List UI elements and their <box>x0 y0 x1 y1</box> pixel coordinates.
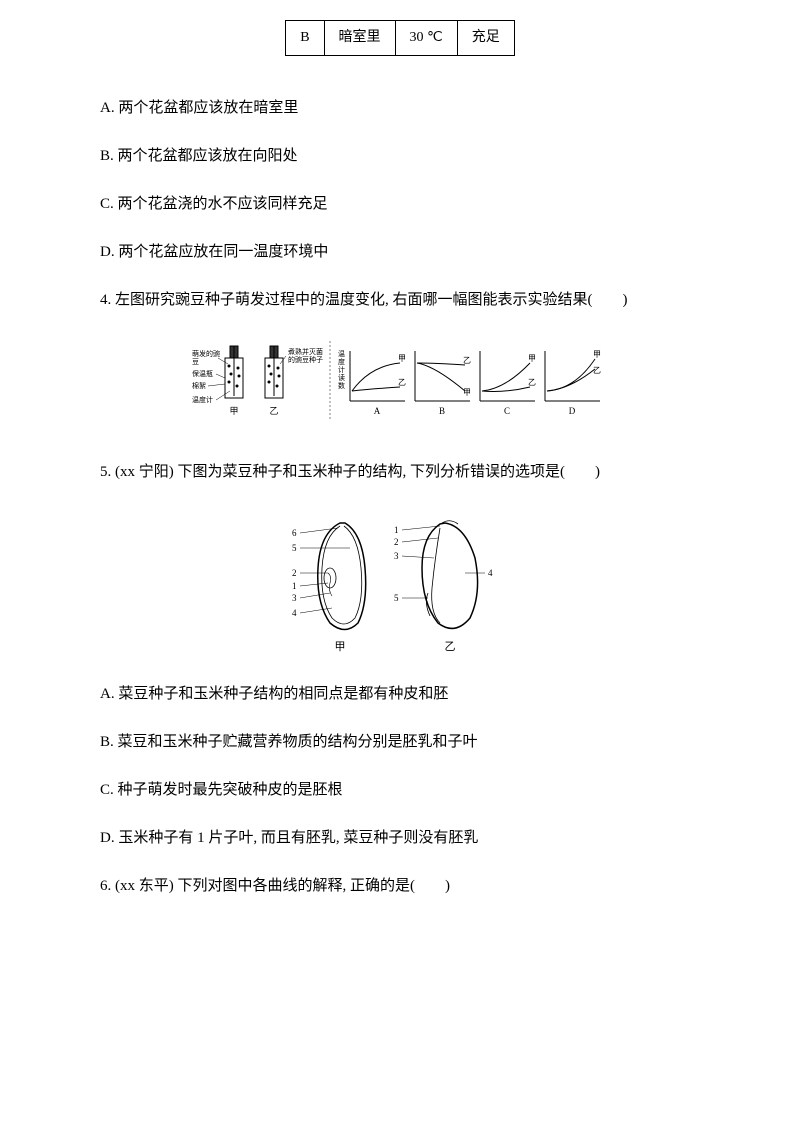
svg-text:甲: 甲 <box>463 388 471 397</box>
svg-text:3: 3 <box>292 593 297 603</box>
conditions-table: B 暗室里 30 ℃ 充足 <box>90 20 710 56</box>
q5-figure: 6 5 2 1 3 4 甲 1 2 3 <box>90 508 710 658</box>
svg-text:甲: 甲 <box>335 641 346 653</box>
option-A: A. 两个花盆都应该放在暗室里 <box>100 96 710 120</box>
svg-text:C: C <box>504 406 510 416</box>
cell-B: B <box>286 21 324 56</box>
svg-text:D: D <box>569 406 576 416</box>
cell-water: 充足 <box>457 21 514 56</box>
svg-text:4: 4 <box>488 568 493 578</box>
svg-text:数: 数 <box>338 381 345 390</box>
q4-figure: 甲 萌发的豌 豆 保温瓶 棉絮 温度计 乙 煮熟并灭菌 的豌豆种子 温 度 计 … <box>90 336 710 436</box>
svg-text:乙: 乙 <box>269 406 278 416</box>
svg-text:乙: 乙 <box>398 378 406 387</box>
svg-text:5: 5 <box>292 543 297 553</box>
q5-option-B: B. 菜豆和玉米种子贮藏营养物质的结构分别是胚乳和子叶 <box>100 730 710 754</box>
svg-text:棉絮: 棉絮 <box>192 381 206 390</box>
svg-text:B: B <box>439 406 445 416</box>
svg-text:A: A <box>374 406 381 416</box>
svg-text:乙: 乙 <box>528 378 536 387</box>
svg-text:6: 6 <box>292 528 297 538</box>
svg-text:1: 1 <box>394 525 399 535</box>
svg-text:温: 温 <box>338 349 345 358</box>
svg-text:读: 读 <box>338 373 345 382</box>
q5-option-C: C. 种子萌发时最先突破种皮的是胚根 <box>100 778 710 802</box>
svg-text:温度计: 温度计 <box>192 395 213 404</box>
q6-text: 6. (xx 东平) 下列对图中各曲线的解释, 正确的是( ) <box>100 874 710 898</box>
svg-text:萌发的豌: 萌发的豌 <box>192 349 220 358</box>
q5-text: 5. (xx 宁阳) 下图为菜豆种子和玉米种子的结构, 下列分析错误的选项是( … <box>100 460 710 484</box>
svg-text:2: 2 <box>292 568 297 578</box>
svg-text:度: 度 <box>338 357 345 366</box>
svg-text:豆: 豆 <box>192 358 199 366</box>
option-C: C. 两个花盆浇的水不应该同样充足 <box>100 192 710 216</box>
svg-text:计: 计 <box>338 365 345 374</box>
svg-text:乙: 乙 <box>445 640 456 653</box>
svg-text:甲: 甲 <box>229 406 238 416</box>
svg-text:乙: 乙 <box>463 356 471 365</box>
cell-temp: 30 ℃ <box>395 21 457 56</box>
svg-text:2: 2 <box>394 537 399 547</box>
svg-text:的豌豆种子: 的豌豆种子 <box>288 355 323 364</box>
svg-text:甲: 甲 <box>528 354 536 363</box>
svg-text:乙: 乙 <box>593 366 601 375</box>
q4-text: 4. 左图研究豌豆种子萌发过程中的温度变化, 右面哪一幅图能表示实验结果( ) <box>100 288 710 312</box>
option-D: D. 两个花盆应放在同一温度环境中 <box>100 240 710 264</box>
svg-text:5: 5 <box>394 593 399 603</box>
option-B: B. 两个花盆都应该放在向阳处 <box>100 144 710 168</box>
q5-option-D: D. 玉米种子有 1 片子叶, 而且有胚乳, 菜豆种子则没有胚乳 <box>100 826 710 850</box>
cell-darkroom: 暗室里 <box>324 21 395 56</box>
svg-text:4: 4 <box>292 608 297 618</box>
svg-text:保温瓶: 保温瓶 <box>192 369 213 378</box>
svg-text:甲: 甲 <box>593 350 601 359</box>
svg-text:煮熟并灭菌: 煮熟并灭菌 <box>288 347 323 356</box>
svg-text:3: 3 <box>394 551 399 561</box>
svg-text:1: 1 <box>292 581 297 591</box>
q5-option-A: A. 菜豆种子和玉米种子结构的相同点是都有种皮和胚 <box>100 682 710 706</box>
svg-text:甲: 甲 <box>398 354 406 363</box>
